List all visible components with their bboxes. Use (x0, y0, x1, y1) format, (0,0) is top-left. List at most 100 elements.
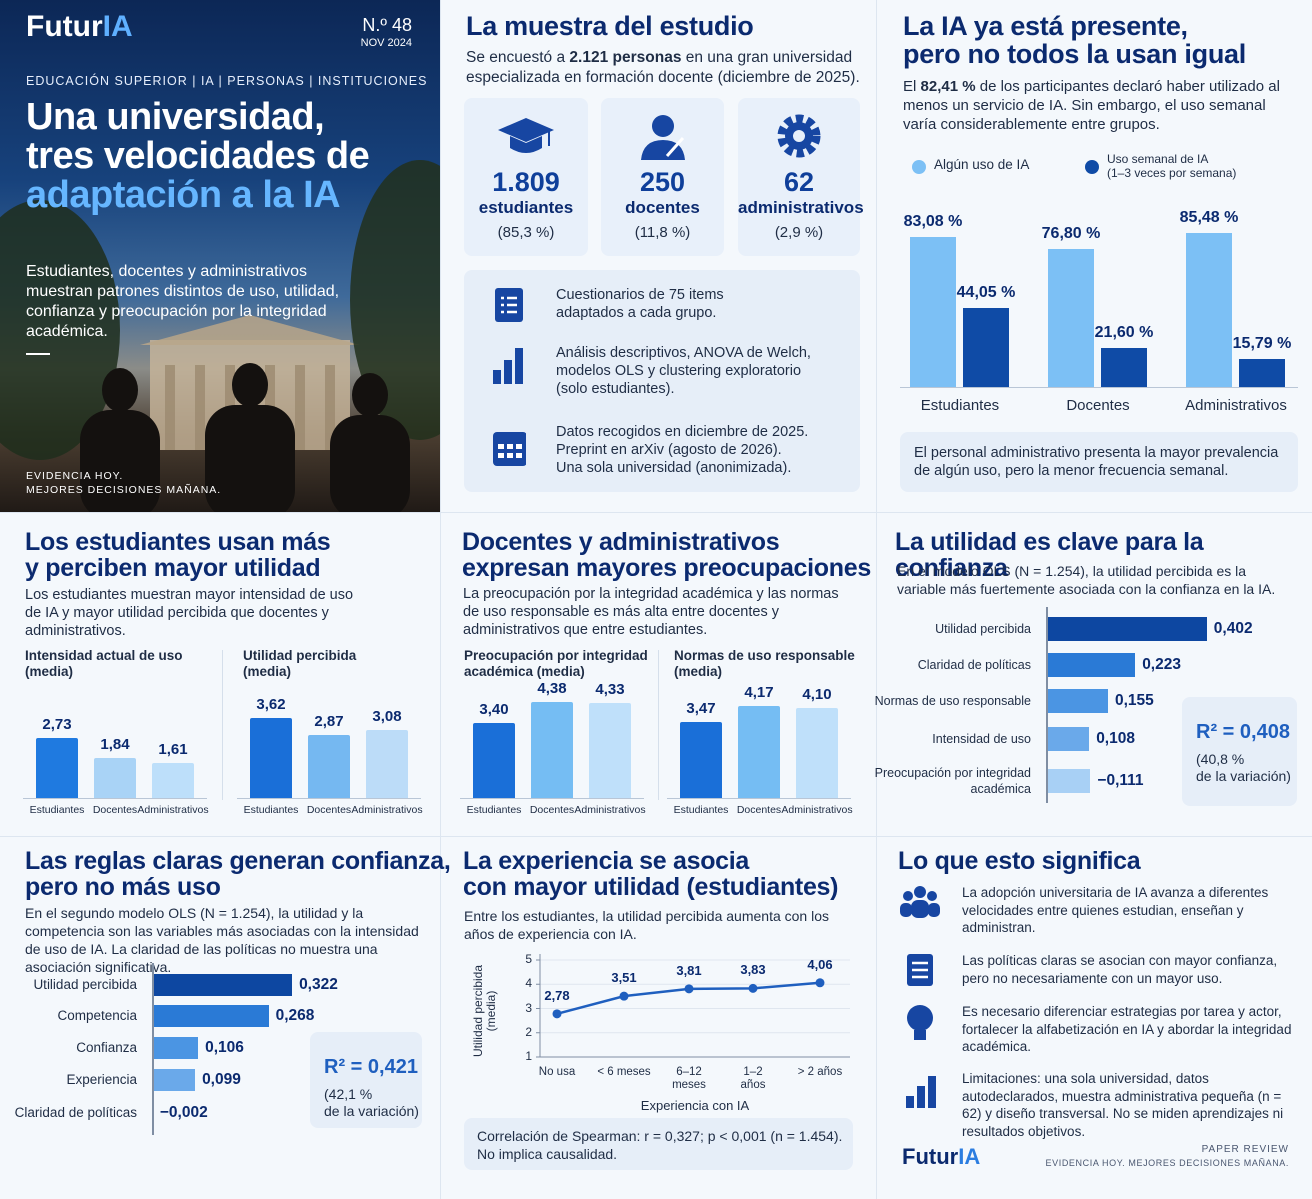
text: en una gran universidad especializada en… (466, 49, 860, 86)
hero-subtitle: Estudiantes, docentes y administrativos … (26, 263, 340, 340)
bar (366, 730, 408, 798)
value-label: 0,108 (1096, 730, 1135, 747)
point (815, 978, 825, 988)
logo-text: IA (102, 10, 133, 43)
bar (796, 707, 838, 798)
point (748, 983, 758, 993)
takeaway: Las políticas claras se asocian con mayo… (962, 953, 1278, 986)
value-label: 3,81 (676, 962, 702, 978)
value-label: 3,62 (256, 696, 286, 714)
value-label: 83,08 % (903, 213, 963, 231)
divider (658, 650, 659, 800)
point (552, 1009, 562, 1019)
text: La preocupación por la integridad académ… (463, 586, 839, 638)
subtitle: Entre los estudiantes, la utilidad perci… (464, 908, 829, 942)
value-label: 2,78 (544, 987, 570, 1003)
value-label: 76,80 % (1041, 224, 1101, 242)
panel-title: La experiencia se asocia con mayor utili… (463, 847, 839, 902)
stat-share: (11,8 %) (634, 224, 691, 241)
x-tick-label: Administrativos (137, 804, 209, 816)
value-label: 21,60 % (1094, 324, 1154, 342)
x-tick-label: Docentes (92, 804, 138, 816)
logo: FuturIA (26, 10, 133, 44)
hero-title: Una universidad, tres velocidades de ada… (26, 98, 371, 215)
y-tick-label: Preocupación por integridad académica (874, 766, 1031, 796)
value-label: 4,33 (595, 680, 625, 698)
logo-text: Futur (26, 10, 103, 43)
x-tick-label: Docentes (529, 804, 575, 816)
value-label: 3,51 (611, 970, 637, 986)
value-label: 4,38 (537, 679, 567, 697)
title-highlight: adaptación a la IA (26, 174, 341, 216)
x-tick-label: Docentes (306, 804, 352, 816)
value-label: 0,322 (299, 976, 338, 993)
x-tick-label: Administrativos (574, 804, 646, 816)
x-tick-label: Administrativos (351, 804, 423, 816)
motto: EVIDENCIA HOY. (26, 470, 124, 482)
takeaway: Es necesario diferenciar estrategias por… (962, 1004, 1292, 1054)
motto: MEJORES DECISIONES MAÑANA. (26, 484, 222, 496)
footer-motto: EVIDENCIA HOY. MEJORES DECISIONES MAÑANA… (1045, 1158, 1289, 1168)
r2-box (1182, 697, 1297, 806)
stat-share: (85,3 %) (497, 224, 555, 241)
bar (152, 1037, 199, 1059)
bar (1048, 248, 1094, 387)
panel-title: Docentes y administrativos expresan mayo… (462, 528, 871, 583)
method: Cuestionarios de 75 items adaptados a ca… (556, 287, 724, 321)
text-bold: 82,41 % (920, 78, 976, 95)
divider (440, 0, 441, 1199)
stat-card: 62 administrativos (2,9 %) (738, 98, 864, 256)
takeaway: Limitaciones: una sola universidad, dato… (962, 1071, 1284, 1139)
panel-title: La muestra del estudio (466, 11, 754, 41)
bar (738, 706, 780, 798)
value-label: 0,402 (1213, 620, 1253, 637)
chart-title: Intensidad actual de uso (media) (25, 648, 183, 679)
rule (26, 353, 50, 355)
icons (493, 288, 526, 466)
r2-note: (40,8 % de la variación) (1196, 751, 1291, 784)
icon (777, 114, 821, 158)
axis-line (237, 798, 421, 799)
intro: Se encuestó a 2.121 personas en una gran… (466, 48, 861, 88)
legend-label: Uso semanal de IA (1–3 veces por semana) (1107, 152, 1237, 180)
y-tick-label: Normas de uso responsable (874, 694, 1031, 708)
stat-label: docentes (625, 198, 700, 217)
y-tick-label: 3 (525, 1000, 532, 1015)
value-label: 4,06 (807, 956, 833, 972)
r2-note: (42,1 % de la variación) (324, 1086, 419, 1119)
stat-count: 1.809 (492, 167, 560, 197)
axis-line (1046, 607, 1048, 803)
icons (900, 886, 940, 1108)
value-label: −0,111 (1097, 772, 1144, 789)
value-label: 0,268 (275, 1007, 315, 1024)
value-label: 3,47 (686, 699, 716, 717)
y-axis-label: Utilidad percibida (media) (471, 964, 498, 1058)
value-label: 3,83 (740, 962, 766, 978)
text: de los participantes declaró haber utili… (903, 78, 1280, 133)
issue: N.º 48 (362, 15, 412, 35)
panel-title: Los estudiantes usan más y perciben mayo… (25, 528, 331, 583)
takeaway: La adopción universitaria de IA avanza a… (962, 885, 1269, 935)
value-label: 0,099 (202, 1071, 241, 1088)
x-tick-label: Estudiantes (243, 804, 299, 816)
intro: El 82,41 % de los participantes declaró … (903, 77, 1293, 134)
axis-line (23, 798, 207, 799)
subtitle: En el modelo OLS (N = 1.254), la utilida… (897, 563, 1276, 597)
chart-title: Utilidad percibida (media) (243, 648, 357, 679)
point (684, 984, 694, 994)
text-bold: 2.121 personas (569, 49, 682, 66)
bar (250, 718, 292, 798)
bar (589, 702, 631, 798)
bar (1046, 653, 1136, 677)
bar (1046, 689, 1108, 713)
x-tick-label: Estudiantes (673, 804, 729, 816)
stat-card: 1.809 estudiantes (85,3 %) (464, 98, 588, 256)
bar (1186, 233, 1232, 387)
bar (531, 701, 573, 798)
hero-scene (0, 160, 440, 512)
value-label: 85,48 % (1179, 209, 1239, 227)
bar (152, 762, 194, 798)
value-label: 3,08 (372, 708, 402, 726)
y-tick-label: 4 (525, 976, 532, 991)
